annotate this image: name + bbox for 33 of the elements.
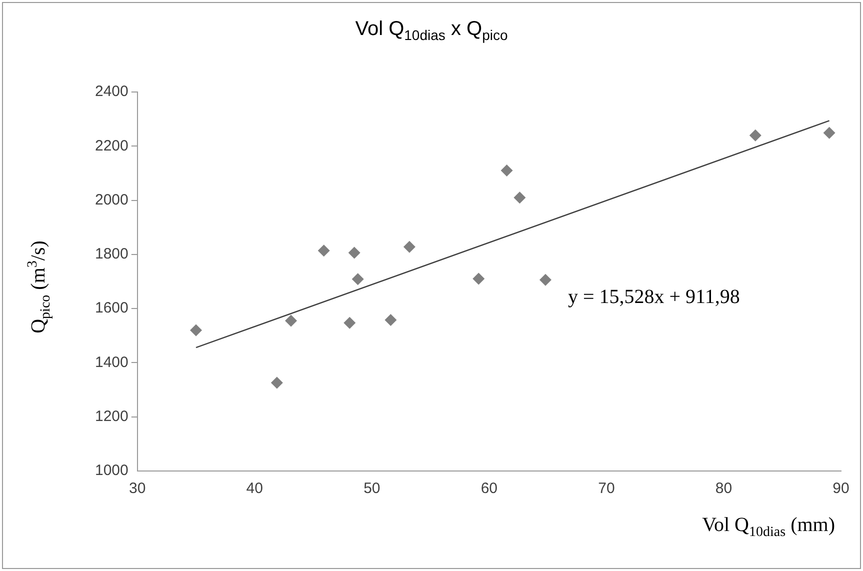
point (403, 240, 416, 253)
y-tick-label: 1800 (94, 246, 128, 263)
y-tick-label: 1600 (94, 300, 128, 317)
point (270, 376, 283, 389)
y-tick-label: 1400 (94, 354, 128, 371)
point (384, 314, 397, 326)
y-tick-label: 2400 (94, 83, 128, 100)
x-tick-label: 90 (832, 480, 850, 498)
x-axis-title: Vol Q$_{10dias}$ (mm) (702, 514, 835, 541)
chart-title: Vol Q$_{10dias}$ x Q$_{pico}$ (354, 18, 509, 43)
point (539, 274, 552, 286)
y-tick-label: 1000 (94, 462, 128, 480)
point (472, 272, 485, 285)
point (352, 273, 364, 286)
point (500, 164, 513, 177)
x-tick-label: 50 (364, 480, 380, 498)
x-tick-label: 40 (246, 480, 263, 498)
point (823, 126, 836, 139)
x-tick-label: 30 (129, 480, 146, 498)
point (514, 192, 526, 204)
y-tick-label: 1200 (94, 408, 128, 425)
y-tick-label: 2200 (94, 137, 128, 154)
x-tick-label: 60 (480, 480, 498, 498)
point (348, 246, 360, 259)
point (344, 316, 356, 329)
annotation: y = 15,528x + 911,98 (568, 286, 740, 309)
x-tick-label: 80 (715, 480, 732, 498)
point (284, 314, 297, 327)
point (318, 244, 330, 257)
point (749, 129, 762, 142)
point (190, 324, 202, 336)
x-tick-label: 70 (598, 480, 615, 498)
y-tick-label: 2000 (94, 191, 128, 208)
